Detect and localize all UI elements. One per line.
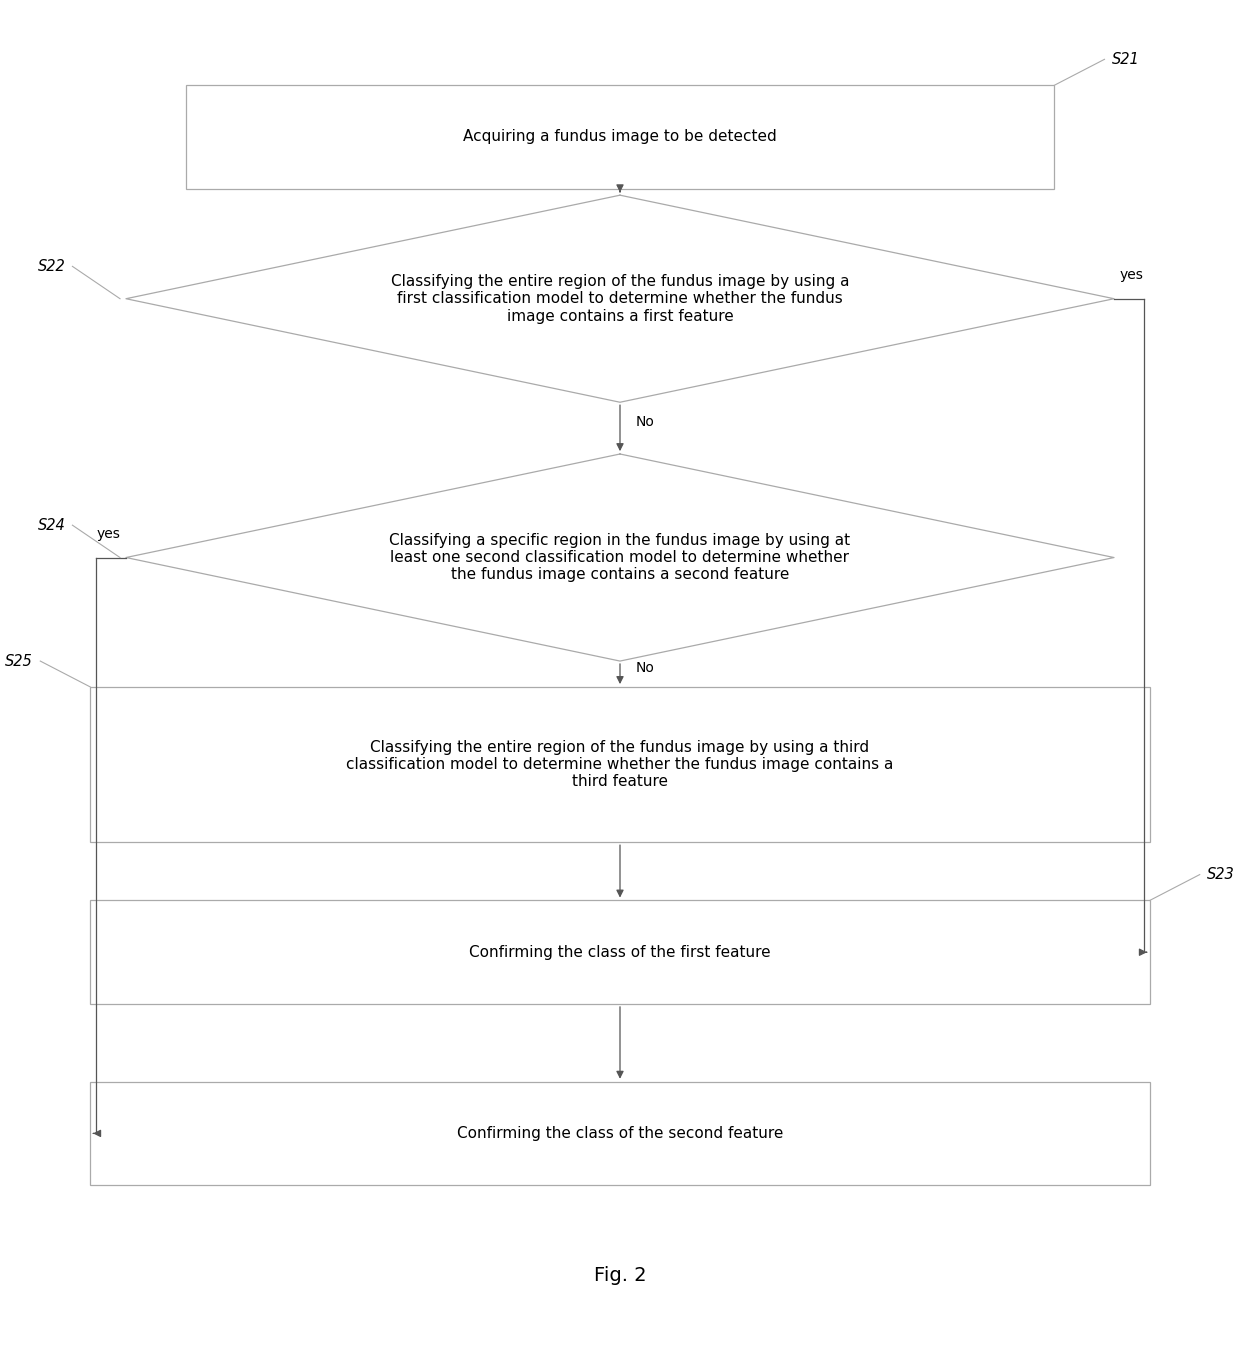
Text: Fig. 2: Fig. 2 <box>594 1266 646 1285</box>
Text: Classifying the entire region of the fundus image by using a third
classificatio: Classifying the entire region of the fun… <box>346 740 894 790</box>
Text: Acquiring a fundus image to be detected: Acquiring a fundus image to be detected <box>463 129 777 144</box>
Bar <box>91 1081 1149 1185</box>
Text: Classifying a specific region in the fundus image by using at
least one second c: Classifying a specific region in the fun… <box>389 532 851 582</box>
Text: yes: yes <box>97 527 120 541</box>
Text: No: No <box>635 661 655 674</box>
Text: S23: S23 <box>1207 867 1235 882</box>
Text: S25: S25 <box>5 654 33 669</box>
Text: Classifying the entire region of the fundus image by using a
first classificatio: Classifying the entire region of the fun… <box>391 274 849 324</box>
Text: S22: S22 <box>37 259 66 274</box>
Polygon shape <box>126 454 1114 661</box>
Text: S24: S24 <box>37 518 66 532</box>
Text: S21: S21 <box>1111 51 1140 67</box>
Text: No: No <box>635 415 655 429</box>
Text: Confirming the class of the second feature: Confirming the class of the second featu… <box>456 1126 784 1140</box>
Bar <box>186 85 1054 189</box>
Polygon shape <box>126 195 1114 402</box>
Text: yes: yes <box>1120 268 1143 282</box>
Bar <box>91 687 1149 842</box>
Bar <box>91 900 1149 1004</box>
Text: Confirming the class of the first feature: Confirming the class of the first featur… <box>469 945 771 960</box>
